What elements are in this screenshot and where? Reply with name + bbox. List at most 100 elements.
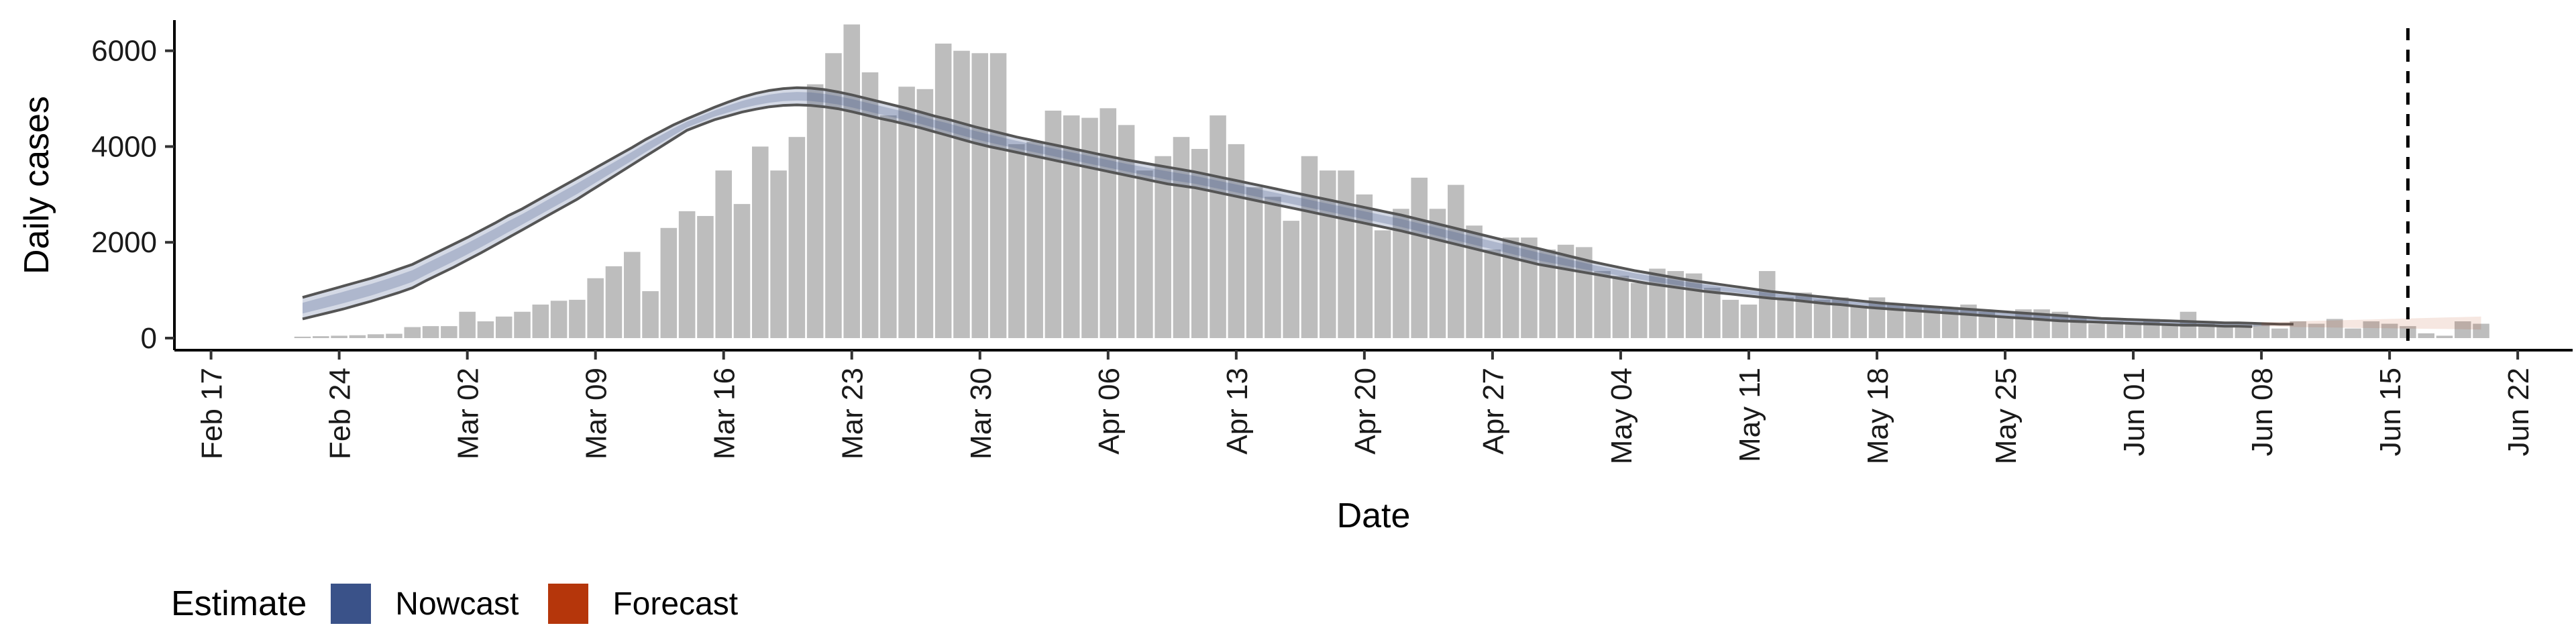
legend-item-forecast: Forecast (548, 584, 738, 624)
bar (1301, 156, 1318, 338)
x-tick-label: May 11 (1733, 368, 1766, 462)
bar (1008, 144, 1025, 338)
x-tick-label: Mar 02 (452, 368, 485, 460)
bar (752, 146, 769, 338)
bar (1722, 299, 1739, 338)
bar (2088, 323, 2105, 338)
bar (1228, 144, 1245, 338)
bar (1502, 237, 1519, 338)
bands-group (302, 86, 2481, 330)
nowcast-band (303, 87, 2294, 327)
bar (2326, 319, 2343, 338)
bar (1777, 297, 1794, 338)
y-tick-label: 4000 (91, 130, 157, 163)
bar (1044, 110, 1062, 338)
nowcast-upper-line (302, 86, 2294, 326)
bar (514, 311, 531, 338)
bar (587, 278, 604, 338)
x-tick-label: Jun 08 (2246, 368, 2279, 456)
bar (678, 211, 696, 338)
x-tick-label: Apr 13 (1221, 368, 1254, 455)
bar (1448, 184, 1464, 338)
bar (441, 326, 458, 338)
bar (1996, 316, 2014, 338)
x-tick-label: Apr 06 (1093, 368, 1126, 455)
bar (459, 311, 476, 338)
bar (697, 215, 714, 338)
bar (2143, 319, 2160, 338)
bar (1338, 170, 1354, 338)
bar (367, 334, 384, 338)
legend: Estimate Nowcast Forecast (171, 578, 767, 629)
bar (1319, 170, 1336, 338)
x-axis-title: Date (1337, 496, 1411, 535)
bar (1118, 125, 1135, 339)
bar (386, 333, 402, 338)
bar (1283, 221, 1299, 338)
bar (605, 266, 623, 338)
bar (331, 335, 347, 338)
bar (880, 115, 897, 339)
bar (788, 137, 806, 338)
bar (1667, 271, 1684, 338)
bar (715, 170, 732, 338)
legend-item-nowcast: Nowcast (331, 584, 519, 624)
bar (404, 327, 421, 338)
bar (1521, 237, 1538, 338)
bar (2363, 321, 2380, 338)
bar (660, 227, 678, 338)
y-tick-label: 6000 (91, 35, 157, 68)
bar (532, 305, 549, 338)
x-tick-label: Jun 22 (2502, 368, 2535, 456)
bar (770, 170, 787, 338)
nowcast-lower-line (302, 103, 2253, 328)
bar (934, 43, 952, 338)
bar (2198, 323, 2215, 338)
bar (989, 53, 1007, 338)
bar (1210, 115, 1226, 339)
bar (1813, 299, 1831, 338)
x-tick-label: Apr 20 (1349, 368, 1382, 455)
y-tick-label: 2000 (91, 226, 157, 259)
bar (1026, 142, 1043, 339)
bar (642, 291, 659, 338)
bar (422, 326, 439, 338)
bar (2418, 333, 2434, 338)
bar (1557, 244, 1574, 338)
bar (953, 50, 970, 338)
bar (733, 204, 751, 338)
bar (2125, 323, 2142, 338)
bar (349, 335, 366, 338)
legend-label-nowcast: Nowcast (395, 586, 519, 622)
bar (1630, 282, 1648, 338)
bar (1136, 170, 1153, 338)
bar (1685, 273, 1703, 338)
y-tick-label: 0 (141, 322, 157, 355)
x-tick-label: Mar 30 (965, 368, 998, 460)
bar (550, 301, 568, 338)
bar (477, 321, 494, 338)
bar (1173, 137, 1190, 338)
bars-group (294, 24, 2489, 339)
legend-key-nowcast (331, 584, 372, 624)
bar (569, 299, 586, 338)
bar (1612, 276, 1629, 338)
bar (1099, 108, 1117, 338)
bar (623, 252, 641, 338)
y-axis-ticks: 0 2000 4000 6000 (91, 35, 174, 355)
bar (1356, 194, 1373, 338)
x-tick-label: Mar 09 (580, 368, 613, 460)
bar (495, 316, 513, 338)
bar (1063, 115, 1080, 339)
bar (2454, 321, 2471, 338)
bar (1484, 249, 1501, 338)
bar (806, 84, 824, 339)
legend-key-forecast (548, 584, 589, 624)
bar (1758, 271, 1776, 338)
bar (313, 336, 329, 338)
bar (2473, 323, 2489, 338)
x-tick-label: May 18 (1862, 368, 1894, 464)
bar (1155, 156, 1171, 338)
bar (1411, 177, 1428, 338)
bar (1850, 307, 1867, 338)
